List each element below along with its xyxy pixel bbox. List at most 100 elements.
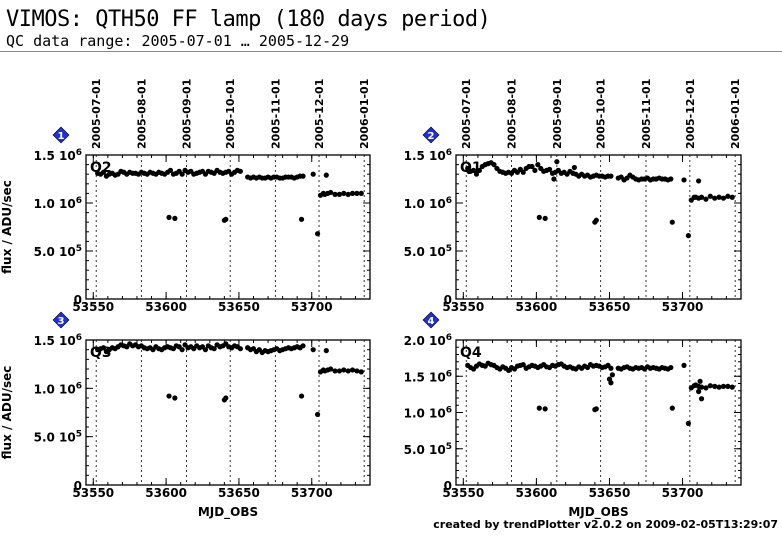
data-point	[310, 347, 316, 353]
date-tick-label: 2005-09-01	[180, 79, 193, 149]
data-point	[298, 216, 305, 222]
panel-number-badge	[422, 126, 440, 144]
panel-4: 53550 53600 53650 53700 0 5.0 105 1.0 106 1.5 1…	[404, 311, 742, 520]
data-point	[669, 219, 675, 225]
date-tick-label: 2006-01-01	[729, 79, 742, 149]
data-point	[707, 193, 713, 199]
data-point	[681, 177, 687, 183]
data-point	[314, 411, 321, 418]
data-point	[345, 191, 351, 197]
data-point	[593, 217, 599, 223]
data-point	[211, 346, 217, 352]
y-tick-label: 0	[74, 293, 82, 307]
data-point	[536, 214, 542, 220]
data-point	[341, 190, 347, 196]
date-tick-label: 2006-01-01	[358, 79, 371, 149]
x-tick-label: 53650	[589, 300, 631, 314]
y-axis-label: flux / ADU/sec	[0, 366, 14, 460]
data-point	[712, 383, 718, 389]
data-point	[669, 405, 675, 411]
header-divider	[0, 51, 782, 52]
x-tick-label: 53600	[145, 300, 187, 314]
data-point	[300, 173, 306, 179]
data-point	[323, 172, 329, 178]
data-point	[349, 190, 356, 196]
data-point	[237, 346, 243, 352]
plot-frame	[455, 154, 742, 300]
data-point	[167, 167, 174, 173]
data-point	[166, 214, 172, 220]
data-point	[491, 162, 497, 168]
date-tick-label: 2005-07-01	[460, 79, 473, 149]
data-point	[520, 362, 526, 368]
y-tick-label: 5.0 105	[404, 442, 452, 457]
data-point	[571, 164, 577, 171]
date-tick-label: 2005-12-01	[684, 79, 697, 149]
x-tick-label: 53600	[516, 300, 558, 314]
data-point	[349, 367, 356, 373]
data-point	[542, 406, 548, 412]
panel-number-label: 3	[58, 316, 65, 327]
data-point	[668, 176, 674, 182]
panel-number-badge	[52, 126, 70, 144]
data-point	[358, 190, 364, 196]
y-tick-label: 1.0 106	[404, 406, 452, 421]
data-point	[685, 420, 691, 426]
y-tick-label: 1.0 106	[404, 196, 452, 211]
data-point	[179, 347, 185, 353]
data-point	[100, 345, 107, 351]
y-axis-label: flux / ADU/sec	[0, 180, 14, 274]
panel-number-label: 2	[428, 131, 435, 142]
date-tick-label: 2005-10-01	[595, 79, 608, 149]
data-point	[341, 367, 347, 373]
data-point	[712, 195, 718, 201]
creation-footer: created by trendPlotter v2.0.2 on 2009-0…	[433, 518, 778, 531]
page-title: VIMOS: QTH50 FF lamp (180 days period)	[6, 7, 491, 32]
data-point	[237, 168, 243, 174]
data-point	[697, 378, 703, 384]
data-point	[166, 393, 172, 399]
data-point	[546, 166, 553, 172]
panel-1: 2005-07-01 2005-08-01 2005-09-01 2005-10-01…	[0, 79, 371, 314]
plot-frame	[455, 339, 742, 486]
data-point	[668, 364, 674, 371]
data-point	[696, 178, 702, 184]
data-point	[698, 194, 705, 200]
data-point	[551, 176, 557, 182]
data-point	[681, 362, 687, 368]
data-point	[332, 368, 338, 374]
y-tick-label: 1.5 106	[404, 369, 452, 384]
x-tick-label: 53650	[218, 486, 260, 500]
data-point	[536, 405, 542, 411]
data-point	[729, 194, 735, 200]
data-point	[310, 171, 316, 177]
data-point	[703, 385, 709, 391]
data-point	[358, 369, 364, 375]
date-tick-label: 2005-09-01	[551, 79, 564, 149]
data-point	[314, 231, 321, 237]
panel-number-badge	[52, 311, 70, 329]
data-point	[720, 195, 727, 201]
data-point	[223, 216, 229, 222]
plot-frame	[85, 154, 371, 300]
panel-3: 53550 53600 53650 53700 0 5.0 105 1.0 106 1.5 1…	[0, 311, 371, 520]
y-tick-label: 0	[74, 479, 82, 493]
y-tick-label: 0	[444, 479, 452, 493]
data-point	[328, 366, 334, 372]
x-tick-label: 53700	[291, 300, 333, 314]
data-point	[202, 347, 209, 353]
x-tick-label: 53700	[662, 300, 704, 314]
data-point	[606, 376, 613, 382]
data-point	[720, 383, 727, 389]
data-point	[696, 388, 702, 395]
data-point	[729, 384, 735, 390]
date-tick-label: 2005-12-01	[313, 79, 326, 149]
data-point	[608, 173, 614, 179]
data-point	[542, 215, 548, 221]
data-point	[698, 396, 705, 402]
date-tick-label: 2005-11-01	[640, 79, 653, 149]
data-point	[725, 193, 731, 199]
x-tick-label: 53650	[589, 486, 631, 500]
y-tick-label: 5.0 105	[34, 430, 82, 445]
data-point	[172, 215, 178, 221]
